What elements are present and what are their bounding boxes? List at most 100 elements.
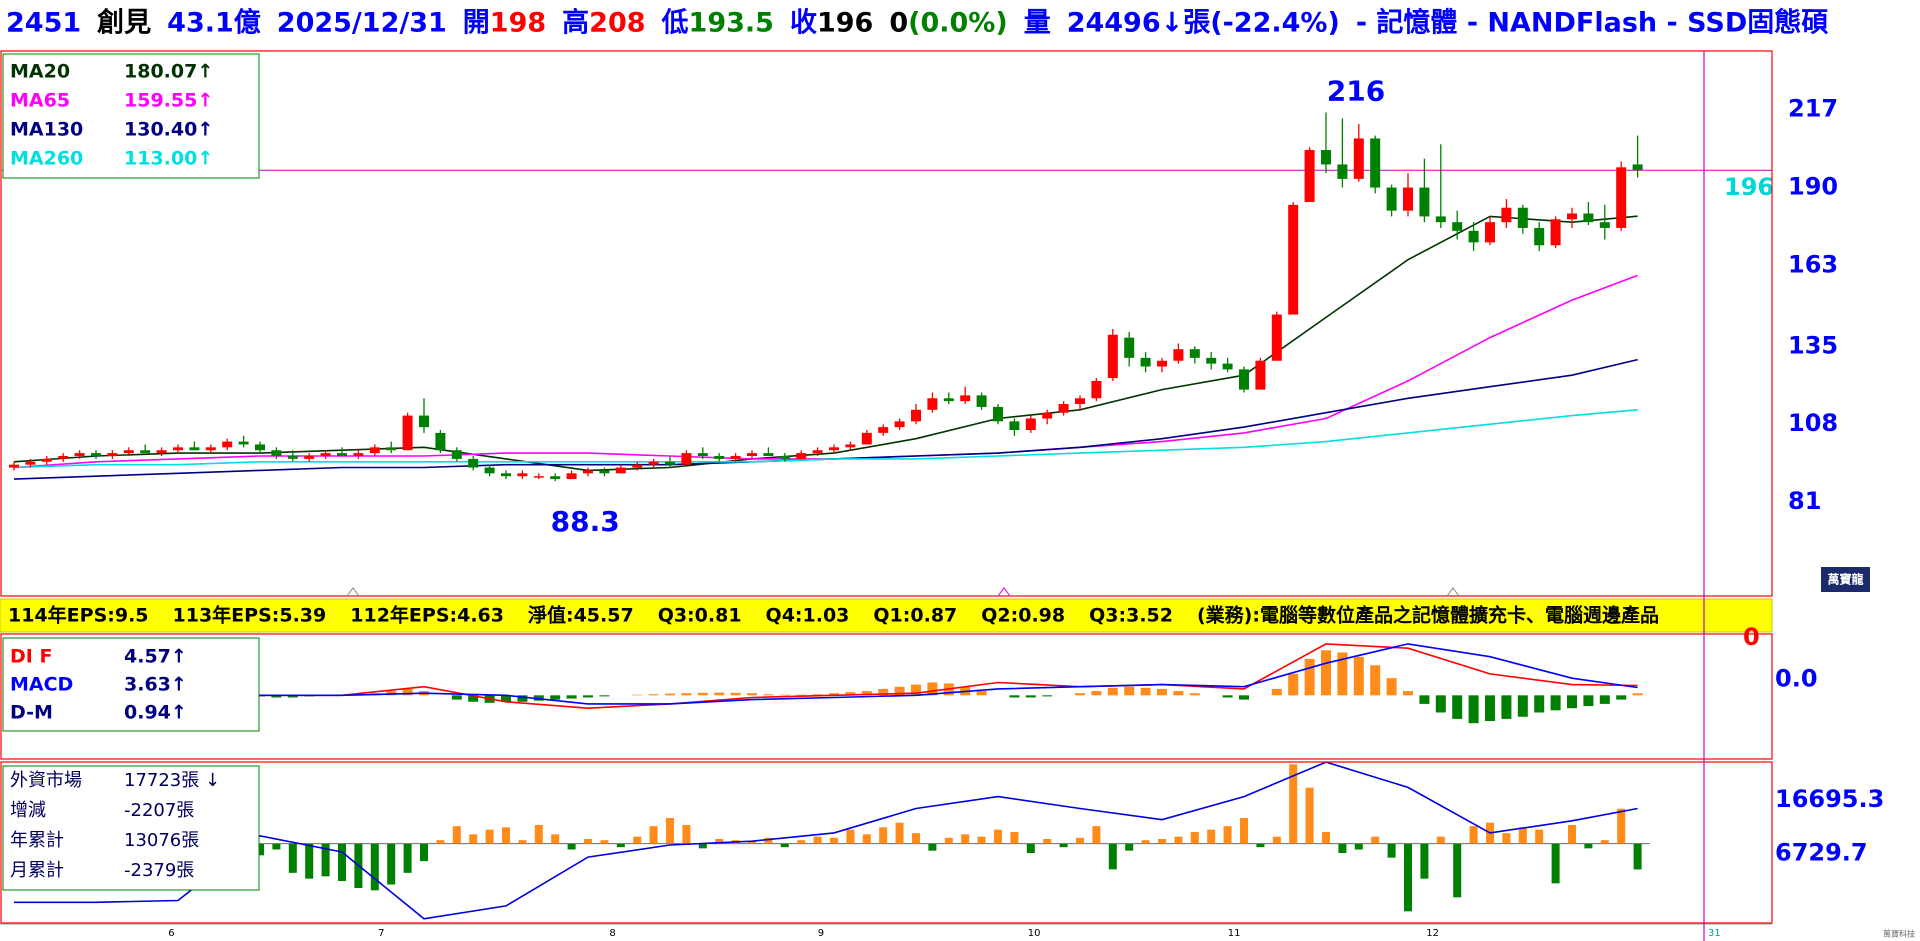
flow-bar — [1240, 818, 1248, 844]
x-tick-label: 8 — [609, 928, 615, 939]
legend-value: -2207張 — [124, 800, 194, 821]
logo: 萬寶龍 — [1827, 572, 1863, 587]
histogram-bar — [1075, 693, 1085, 696]
candle-body — [1140, 357, 1151, 367]
candle-body — [1042, 412, 1053, 419]
x-tick-label: 7 — [378, 928, 384, 939]
candle-body — [287, 455, 298, 459]
y-tick-label: 108 — [1788, 409, 1838, 437]
candle-body — [435, 432, 446, 451]
flow-bar — [879, 827, 888, 844]
candle-body — [976, 395, 987, 407]
top-label: 0 — [1743, 623, 1760, 651]
histogram-bar — [1091, 691, 1102, 696]
candle-body — [599, 470, 610, 474]
candle-body — [1107, 334, 1118, 379]
histogram-bar — [1419, 695, 1430, 704]
legend-value: 130.40↑ — [124, 119, 213, 141]
candle-body — [1288, 204, 1299, 315]
flow-bar — [1600, 840, 1609, 844]
legend-value: -2379張 — [124, 860, 194, 881]
ma-line — [13, 409, 1638, 469]
histogram-bar — [1583, 695, 1594, 707]
y-tick-label: 81 — [1788, 487, 1821, 515]
info-text: Q3:3.52 — [1089, 605, 1173, 627]
flow-bar — [1404, 843, 1412, 912]
flow-bar — [1371, 836, 1380, 844]
candle-body — [1239, 369, 1249, 390]
flow-bar — [649, 826, 658, 844]
histogram-bar — [501, 695, 511, 702]
x-tick-label: 12 — [1426, 928, 1439, 939]
histogram-bar — [468, 695, 479, 702]
candle-body — [648, 461, 659, 465]
candle-body — [1501, 207, 1512, 223]
candle-body — [1337, 164, 1348, 179]
header-text: 創見 — [97, 8, 151, 39]
histogram-bar — [599, 695, 610, 697]
candle-body — [205, 447, 216, 451]
logo-box — [1821, 567, 1870, 592]
flow-bar — [1453, 843, 1462, 898]
candle-body — [1550, 219, 1561, 246]
histogram-bar — [1485, 695, 1495, 722]
flow-bar — [584, 839, 592, 844]
candle-body — [369, 447, 380, 454]
y-tick-label: 190 — [1788, 173, 1838, 201]
histogram-bar — [1370, 665, 1381, 696]
legend-name: 外資市場 — [10, 770, 82, 791]
x-tick-label: 10 — [1028, 928, 1041, 939]
candle-body — [714, 455, 725, 459]
flow-bar — [944, 837, 953, 844]
flow-bar — [288, 843, 297, 873]
candle-body — [1632, 164, 1643, 171]
legend-value: 17723張 ↓ — [124, 770, 220, 791]
flow-bar — [469, 834, 478, 844]
flow-bar — [895, 822, 904, 844]
flow-bar — [1469, 826, 1478, 844]
histogram-bar — [550, 695, 561, 700]
legend-name: MA20 — [10, 61, 70, 83]
flow-bar — [370, 843, 379, 891]
histogram-bar — [1501, 695, 1512, 719]
flow-bar — [1223, 826, 1232, 844]
price-annotation: 88.3 — [551, 505, 620, 538]
candle-body — [386, 447, 397, 451]
histogram-bar — [1173, 691, 1184, 696]
candle-body — [484, 467, 495, 474]
candle-body — [320, 453, 331, 456]
candle-body — [1173, 349, 1184, 361]
flow-bar — [1322, 832, 1330, 844]
candle-body — [271, 450, 282, 456]
flow-bar — [616, 843, 625, 848]
flow-bar — [600, 840, 609, 844]
flow-bar — [1256, 843, 1265, 848]
header-text: 198 — [490, 8, 546, 39]
flow-bar — [1125, 843, 1134, 851]
histogram-bar — [1189, 693, 1200, 696]
candle-body — [9, 464, 19, 468]
info-text: Q2:0.98 — [981, 605, 1065, 627]
header-text: (0.0%) — [908, 8, 1008, 39]
macd-line — [14, 643, 1638, 705]
legend-name: 年累計 — [10, 830, 64, 851]
y-tick-label: 0.0 — [1775, 664, 1818, 692]
flow-bar — [1289, 764, 1298, 844]
footer-brand: 萬寶科技 — [1883, 929, 1915, 939]
histogram-bar — [878, 688, 889, 696]
histogram-bar — [1567, 695, 1577, 709]
flow-bar — [1272, 836, 1281, 844]
candle-body — [1091, 380, 1102, 399]
header-text: 2025/12/31 — [277, 8, 447, 39]
candle-body — [615, 467, 626, 474]
legend-name: MA65 — [10, 90, 70, 112]
candle-body — [25, 461, 36, 465]
flow-bar — [452, 826, 461, 844]
candle-body — [337, 453, 347, 456]
flow-bar — [633, 836, 642, 844]
flow-bar — [1568, 825, 1576, 844]
flow-bar — [1502, 833, 1511, 844]
flow-bar — [1076, 837, 1084, 844]
histogram-bar — [911, 684, 921, 696]
x-tick-label: 9 — [818, 928, 824, 939]
